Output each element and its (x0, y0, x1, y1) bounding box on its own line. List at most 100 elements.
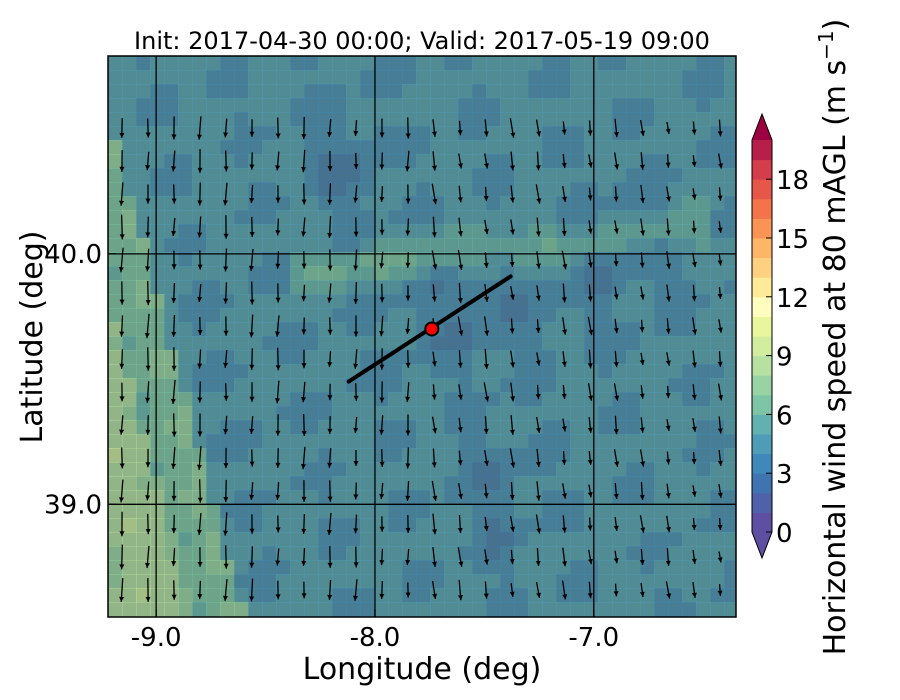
field-cell (668, 210, 683, 225)
field-cell (262, 182, 277, 197)
field-cell (108, 476, 123, 491)
field-cell (654, 280, 669, 295)
field-cell (346, 98, 361, 113)
field-cell (570, 112, 585, 127)
x-tick-label: -8.0 (350, 623, 401, 653)
wind-arrow-head (171, 198, 177, 204)
field-cell (514, 378, 529, 393)
wind-arrow-head (197, 167, 203, 173)
field-cell (234, 602, 249, 617)
field-cell (192, 448, 207, 463)
field-cell (346, 182, 361, 197)
field-cell (304, 490, 319, 505)
field-cell (290, 154, 305, 169)
field-cell (164, 504, 179, 519)
field-cell (486, 252, 501, 267)
field-cell (122, 308, 137, 323)
wind-arrow-head (536, 495, 541, 501)
field-cell (654, 406, 669, 421)
wind-arrow-head (561, 426, 567, 432)
wind-arrow-head (665, 230, 671, 236)
field-cell (304, 112, 319, 127)
field-cell (626, 462, 641, 477)
colorbar-segment (752, 492, 772, 513)
wind-arrow-head (431, 462, 437, 468)
field-cell (542, 126, 557, 141)
field-cell (696, 322, 711, 337)
field-cell (220, 322, 235, 337)
field-cell (388, 448, 403, 463)
field-cell (458, 532, 473, 547)
wind-arrow-head (639, 164, 645, 170)
field-cell (388, 602, 403, 617)
field-cell (262, 546, 277, 561)
field-cell (654, 476, 669, 491)
field-cell (374, 140, 389, 155)
wind-arrow-head (665, 493, 671, 499)
field-cell (724, 56, 736, 71)
field-cell (598, 308, 613, 323)
field-cell (206, 252, 221, 267)
field-cell (346, 420, 361, 435)
field-cell (584, 56, 599, 71)
field-cell (556, 406, 571, 421)
field-cell (304, 70, 319, 85)
wind-arrow-head (249, 396, 255, 402)
field-cell (150, 434, 165, 449)
field-cell (416, 266, 431, 281)
field-cell (444, 84, 459, 99)
wind-arrow-head (509, 294, 515, 300)
field-cell (388, 574, 403, 589)
field-cell (472, 266, 487, 281)
field-cell (388, 476, 403, 491)
field-cell (360, 504, 375, 519)
field-cell (220, 406, 235, 421)
field-cell (500, 308, 515, 323)
wind-arrow-head (275, 133, 281, 139)
field-cell (276, 490, 291, 505)
field-cell (556, 154, 571, 169)
field-cell (164, 406, 179, 421)
field-cell (640, 168, 655, 183)
field-cell (514, 574, 529, 589)
field-cell (514, 504, 529, 519)
field-cell (290, 574, 305, 589)
field-cell (374, 364, 389, 379)
field-cell (444, 140, 459, 155)
field-cell (276, 588, 291, 603)
field-cell (528, 182, 543, 197)
field-cell (570, 70, 585, 85)
field-cell (346, 168, 361, 183)
field-cell (626, 126, 641, 141)
field-cell (528, 126, 543, 141)
field-cell (682, 588, 697, 603)
field-cell (290, 56, 305, 71)
field-cell (206, 294, 221, 309)
field-cell (416, 56, 431, 71)
field-cell (346, 70, 361, 85)
field-cell (528, 196, 543, 211)
field-cell (108, 588, 123, 603)
wind-arrow-head (118, 267, 124, 273)
field-cell (318, 378, 333, 393)
field-cell (206, 280, 221, 295)
field-cell (584, 238, 599, 253)
field-cell (458, 546, 473, 561)
field-cell (150, 336, 165, 351)
field-cell (668, 280, 683, 295)
wind-arrow-head (249, 596, 255, 602)
field-cell (150, 504, 165, 519)
field-cell (234, 294, 249, 309)
wind-arrow-head (691, 592, 697, 598)
wind-arrow-head (562, 594, 568, 600)
wind-arrow-head (405, 495, 411, 501)
field-cell (122, 294, 137, 309)
field-cell (570, 364, 585, 379)
field-cell (178, 378, 193, 393)
field-cell (332, 266, 347, 281)
field-cell (570, 350, 585, 365)
field-cell (710, 196, 725, 211)
field-cell (458, 574, 473, 589)
wind-arrow-head (223, 530, 229, 536)
field-cell (304, 308, 319, 323)
